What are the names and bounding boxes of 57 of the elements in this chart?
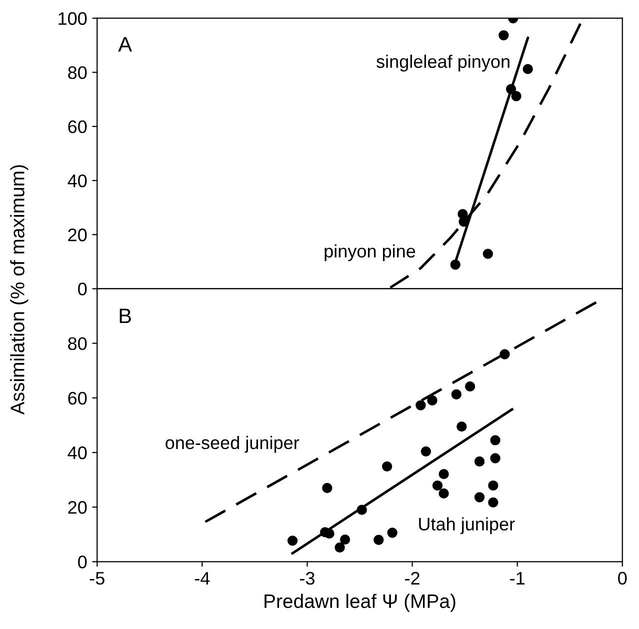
point <box>438 468 449 480</box>
y-tick-label: 40 <box>68 174 87 188</box>
y-tick-label: 100 <box>58 12 87 25</box>
point <box>456 421 467 432</box>
x-tick-label: -5 <box>90 572 104 585</box>
point <box>458 216 469 227</box>
x-tick-label: -2 <box>405 572 420 585</box>
point <box>420 446 432 456</box>
point <box>427 395 438 406</box>
point <box>287 536 298 546</box>
y-tick-label: 80 <box>68 337 87 350</box>
point <box>334 542 345 553</box>
point <box>488 480 498 491</box>
annotation: one-seed juniper <box>166 436 300 453</box>
y-axis-title: Assimilation (% of maximum) <box>10 165 28 415</box>
x-axis-title: Predawn leaf Ψ (MPa) <box>264 594 456 612</box>
point <box>522 64 533 74</box>
point <box>324 528 334 539</box>
y-tick-label: 20 <box>68 228 87 242</box>
point <box>464 381 476 392</box>
x-tick-label: -3 <box>300 572 314 585</box>
annotation: pinyon pine <box>324 244 416 262</box>
point <box>416 400 426 410</box>
point <box>488 497 498 508</box>
point <box>498 30 509 40</box>
point <box>490 435 500 446</box>
point <box>374 534 384 545</box>
point <box>482 248 494 259</box>
y-tick-label: 60 <box>68 392 87 405</box>
annotation: A <box>118 37 132 52</box>
x-tick-label: -1 <box>510 572 524 585</box>
y-tick-label: 0 <box>78 556 87 568</box>
point <box>511 91 522 102</box>
x-tick-label: -4 <box>194 572 210 585</box>
annotation: B <box>120 308 131 324</box>
point <box>474 492 485 502</box>
point <box>474 456 485 467</box>
point <box>451 389 462 400</box>
point <box>490 453 500 464</box>
annotation: singleleaf pinyon <box>376 54 510 72</box>
x-tick-label: 0 <box>618 572 627 585</box>
y-tick-label: 60 <box>68 120 87 134</box>
point <box>356 504 367 515</box>
y-tick-label: 80 <box>68 66 87 80</box>
point <box>382 461 392 472</box>
y-tick-label: 20 <box>68 501 87 514</box>
point <box>340 534 350 545</box>
point <box>438 488 449 499</box>
point <box>387 528 398 538</box>
point <box>450 260 460 270</box>
y-tick-label: 0 <box>78 282 87 296</box>
point <box>322 482 332 494</box>
point <box>500 349 510 360</box>
point <box>432 480 443 491</box>
point <box>506 84 516 94</box>
annotation: Utah juniper <box>419 517 515 534</box>
y-tick-label: 40 <box>68 446 87 460</box>
